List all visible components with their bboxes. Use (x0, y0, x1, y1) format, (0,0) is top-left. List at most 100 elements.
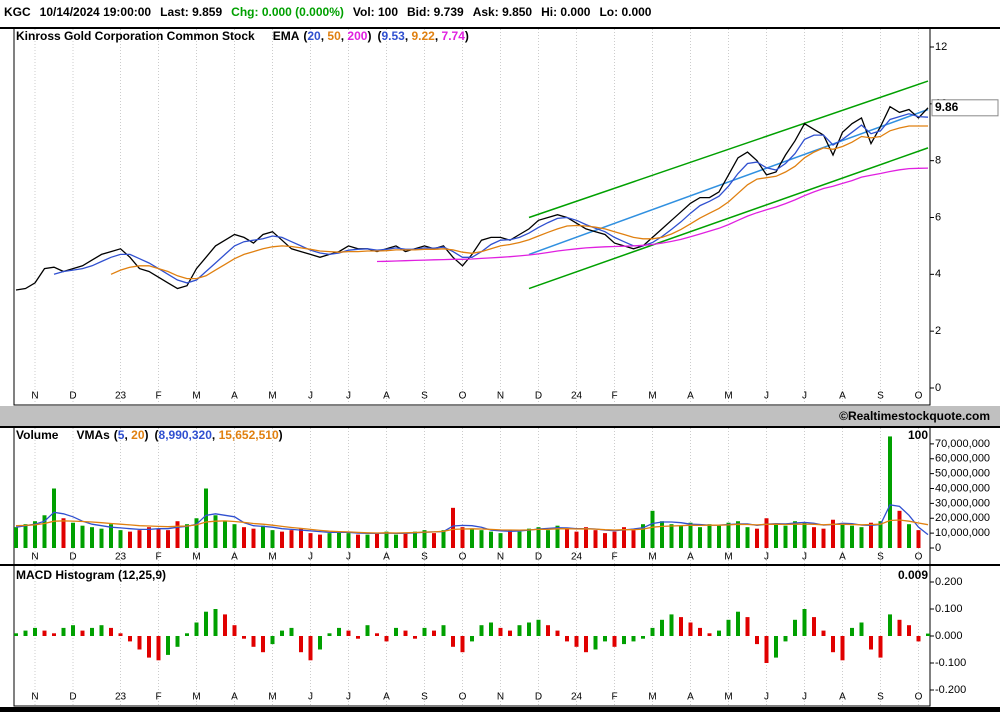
legend-value: 9.22 (405, 29, 435, 43)
volume-bar (147, 527, 151, 548)
x-tick-label: O (459, 552, 467, 563)
volume-bar (80, 525, 85, 548)
macd-bar (726, 619, 731, 636)
x-tick-label: 24 (571, 692, 583, 703)
volume-bar (346, 533, 351, 548)
macd-bar (213, 609, 218, 636)
volume-bar (840, 524, 845, 548)
volume-bar (384, 531, 389, 548)
x-tick-label: N (31, 552, 38, 563)
x-tick-label: M (268, 391, 276, 402)
volume-bar (337, 531, 341, 548)
volume-bar (156, 528, 161, 548)
volume-bar (555, 525, 560, 548)
macd-bar (669, 614, 674, 636)
macd-bar (508, 630, 512, 636)
macd-bar (897, 619, 902, 636)
x-tick-label: J (802, 552, 807, 563)
macd-bar (118, 633, 123, 636)
macd-bar (736, 611, 740, 636)
volume-bar (679, 525, 683, 548)
volume-bar (185, 524, 189, 548)
volume-bar (641, 524, 645, 548)
volume-bar (764, 518, 769, 548)
macd-bar (251, 636, 256, 647)
x-tick-label: J (764, 391, 769, 402)
x-tick-label: 23 (115, 391, 127, 402)
macd-bar (185, 633, 189, 636)
macd-bar (603, 636, 607, 642)
y-tick-label: 20,000,000 (935, 512, 990, 524)
macd-bar (527, 622, 531, 636)
x-tick-label: F (611, 391, 617, 402)
x-tick-label: M (724, 391, 732, 402)
volume-bar (850, 525, 854, 548)
volume-bar (432, 533, 436, 548)
x-tick-label: F (155, 692, 161, 703)
macd-bar (717, 630, 721, 636)
macd-bar (593, 636, 598, 650)
macd-bar (774, 636, 778, 658)
symbol: KGC (4, 5, 31, 19)
volume-bar (223, 521, 227, 548)
volume-bar (451, 507, 455, 548)
last: Last: 9.859 (160, 5, 223, 19)
volume-bar (394, 534, 398, 548)
x-tick-label: M (268, 552, 276, 563)
x-tick-label: S (421, 552, 428, 563)
y-tick-label: 30,000,000 (935, 497, 990, 509)
x-tick-label: A (687, 391, 694, 402)
macd-bar (270, 636, 275, 645)
x-tick-label: D (535, 391, 542, 402)
y-tick-label: 0 (935, 542, 941, 554)
y-tick-label: 4 (935, 268, 941, 280)
volume-bar (166, 530, 170, 548)
volume-bar (261, 525, 265, 548)
volume-bar (888, 436, 892, 548)
macd-bar (907, 625, 911, 636)
macd-bar (745, 617, 750, 636)
macd-bar (831, 636, 835, 653)
x-tick-label: S (877, 552, 884, 563)
volume-bar (650, 510, 655, 548)
volume-bar (584, 527, 588, 548)
volume-bar (859, 527, 864, 548)
x-tick-label: D (535, 692, 542, 703)
ask: Ask: 9.850 (472, 5, 533, 19)
macd-bar (489, 622, 493, 636)
volume-bar (783, 525, 788, 548)
macd-bar (641, 636, 645, 639)
y-tick-label: -0.100 (935, 657, 966, 669)
macd-bar (470, 636, 474, 642)
macd-bar (194, 622, 199, 636)
macd-bar (33, 627, 37, 636)
x-tick-label: J (346, 692, 351, 703)
volume-bar (527, 528, 531, 548)
x-tick-label: N (497, 391, 504, 402)
volume-bar (413, 531, 417, 548)
bottom-band (0, 707, 1000, 712)
macd-bar (850, 627, 854, 636)
volume-bar (137, 530, 142, 548)
x-tick-label: M (724, 692, 732, 703)
macd-bar (479, 625, 484, 636)
macd-bar (365, 625, 370, 636)
macd-bar (99, 625, 104, 636)
macd-bar (52, 633, 56, 636)
macd-bar (327, 633, 332, 636)
y-tick-label: 10,000,000 (935, 527, 990, 539)
macd-bar (375, 633, 379, 636)
macd-bar (783, 636, 788, 642)
y-tick-label: -0.200 (935, 684, 966, 696)
volume-bar (603, 533, 607, 548)
macd-bar (147, 636, 151, 658)
legend-title: VMAs (76, 428, 110, 442)
volume-bar (707, 524, 712, 548)
macd-bar (536, 619, 541, 636)
volume-bar (793, 521, 797, 548)
volume-bar (745, 527, 750, 548)
x-tick-label: A (383, 692, 390, 703)
macd-bar (821, 630, 826, 636)
y-tick-label: 2 (935, 325, 941, 337)
macd-bar (451, 636, 455, 647)
